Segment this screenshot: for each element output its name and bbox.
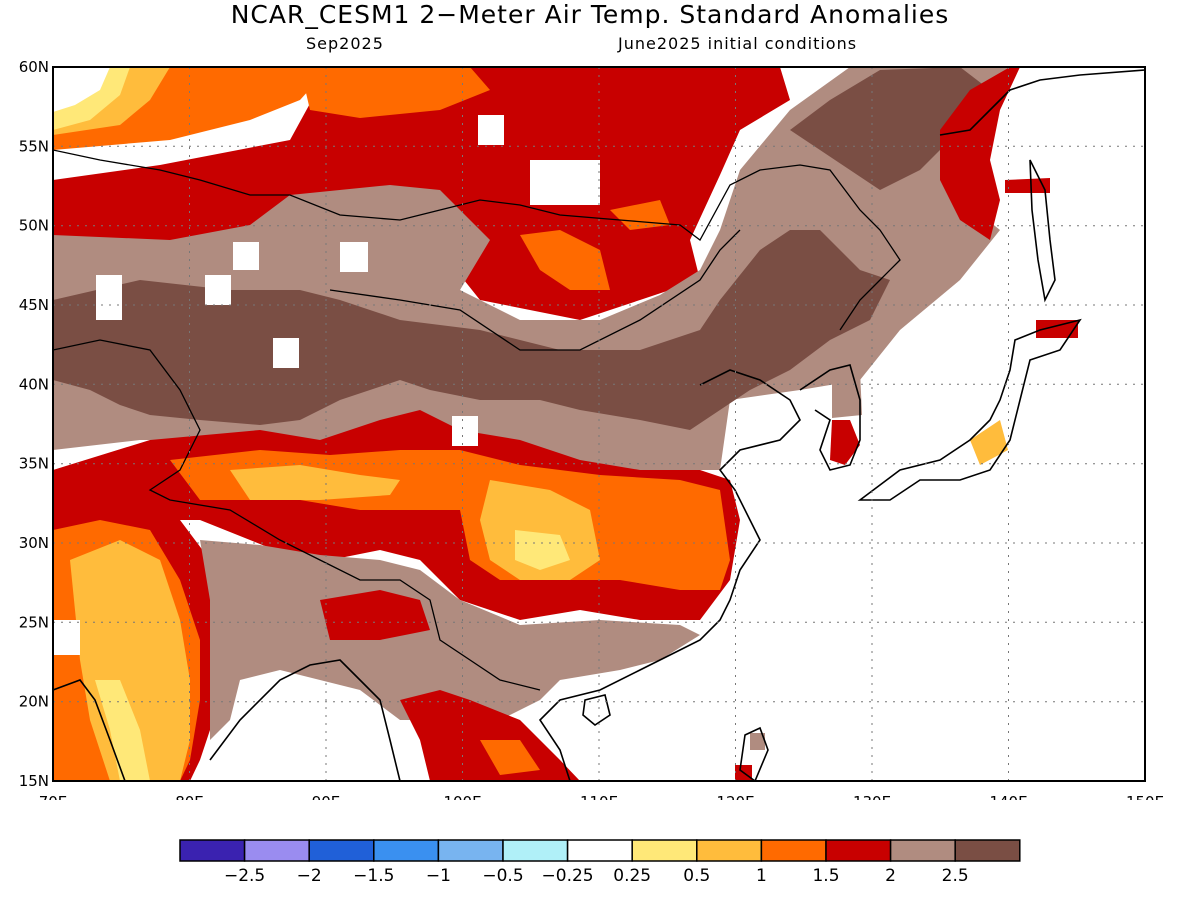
latitude-tick-label: 20N bbox=[19, 693, 49, 711]
anomaly-region-2-hokkaido bbox=[1036, 320, 1078, 338]
colorbar-label: 2 bbox=[885, 866, 896, 886]
colorbar-label: −1 bbox=[426, 866, 451, 886]
colorbar-swatch bbox=[954, 839, 1021, 862]
coastline-taiwan bbox=[739, 726, 769, 781]
longitude-tick-label: 140E bbox=[989, 793, 1027, 800]
coastline-japan bbox=[857, 318, 1082, 501]
anomaly-region-2-sakhalin bbox=[1005, 178, 1050, 193]
coastline-korea bbox=[799, 364, 861, 471]
latitude-tick-label: 50N bbox=[19, 217, 49, 235]
lake-mask bbox=[273, 338, 299, 368]
lake-mask bbox=[478, 115, 504, 145]
colorbar-swatch bbox=[437, 839, 504, 862]
colorbar-label: 1 bbox=[756, 866, 767, 886]
longitude-tick-label: 90E bbox=[312, 793, 341, 800]
colorbar-label: −1.5 bbox=[353, 866, 394, 886]
anomaly-region-2p5-taiwan bbox=[750, 733, 765, 750]
latitude-tick-label: 25N bbox=[19, 613, 49, 631]
longitude-tick-label: 150E bbox=[1126, 793, 1164, 800]
colorbar-label: 1.5 bbox=[812, 866, 839, 886]
longitude-tick-label: 70E bbox=[39, 793, 68, 800]
colorbar-swatch bbox=[502, 839, 569, 862]
latitude-tick-label: 15N bbox=[19, 772, 49, 790]
colorbar-swatch bbox=[308, 839, 375, 862]
anomaly-region-1-china bbox=[480, 480, 600, 580]
colorbar-label: −0.25 bbox=[542, 866, 594, 886]
colorbar-swatch bbox=[760, 839, 827, 862]
longitude-tick-label: 110E bbox=[580, 793, 618, 800]
colorbar-label: −2.5 bbox=[224, 866, 265, 886]
map-frame bbox=[52, 66, 1146, 782]
colorbar-label: −2 bbox=[297, 866, 322, 886]
longitude-tick-label: 100E bbox=[443, 793, 481, 800]
lake-mask bbox=[340, 242, 368, 272]
coastline-hainan bbox=[582, 694, 611, 726]
anomaly-region-1p5-mongolia bbox=[520, 230, 610, 290]
coastline bbox=[538, 369, 801, 781]
anomaly-region-gt2p5-central bbox=[53, 230, 890, 430]
colorbar-swatch bbox=[889, 839, 956, 862]
anomaly-region-2p5-south bbox=[200, 540, 700, 740]
country-border bbox=[53, 149, 901, 331]
anomaly-region-gt2p5-ne bbox=[790, 67, 990, 190]
colorbar-swatch bbox=[179, 839, 246, 862]
anomaly-region-1-japan bbox=[970, 420, 1008, 465]
graticule bbox=[53, 67, 1145, 781]
lake-baikal-mask bbox=[530, 160, 600, 205]
coastal-mask bbox=[53, 620, 80, 655]
colorbar-swatch bbox=[566, 839, 633, 862]
lake-mask bbox=[233, 242, 259, 270]
colorbar-swatch bbox=[373, 839, 440, 862]
coastline-okhotsk bbox=[939, 69, 1145, 136]
coastline-bay-of-bengal bbox=[209, 659, 401, 781]
latitude-tick-label: 35N bbox=[19, 455, 49, 473]
no-data-nw bbox=[53, 67, 110, 112]
longitude-tick-labels: 70E 80E 90E 100E 110E 120E 130E 140E 150E bbox=[39, 793, 1164, 800]
colorbar-swatch bbox=[696, 839, 763, 862]
colorbar-label: −0.5 bbox=[482, 866, 523, 886]
colorbar-label: 0.5 bbox=[683, 866, 710, 886]
latitude-tick-labels: 15N 20N 25N 30N 35N 40N 45N 50N 55N 60N bbox=[19, 58, 49, 790]
anomaly-region-0p5-india bbox=[95, 680, 150, 781]
latitude-tick-label: 60N bbox=[19, 58, 49, 76]
anomaly-region-1-india bbox=[70, 540, 190, 781]
anomaly-region-1p5-north bbox=[300, 67, 490, 118]
anomaly-region-1-south bbox=[230, 465, 400, 500]
colorbar-label: 0.25 bbox=[613, 866, 651, 886]
colorbar-swatch bbox=[243, 839, 310, 862]
coastline-india bbox=[53, 679, 126, 781]
longitude-tick-label: 130E bbox=[853, 793, 891, 800]
lake-balkhash-mask bbox=[96, 275, 122, 320]
forecast-month-label: Sep2025 bbox=[306, 34, 384, 53]
colorbar-swatch bbox=[631, 839, 698, 862]
anomaly-region-2-far-ne bbox=[940, 67, 1020, 240]
chart-title: NCAR_CESM1 2−Meter Air Temp. Standard An… bbox=[230, 0, 950, 29]
initial-conditions-label: June2025 initial conditions bbox=[618, 34, 858, 53]
latitude-tick-label: 40N bbox=[19, 375, 49, 393]
anomaly-region-2-korea bbox=[830, 420, 860, 465]
country-border bbox=[329, 229, 741, 351]
longitude-tick-label: 80E bbox=[175, 793, 204, 800]
anomaly-region-2-indochina bbox=[400, 690, 580, 781]
lake-qinghai-mask bbox=[452, 416, 478, 446]
longitude-tick-label: 120E bbox=[716, 793, 754, 800]
anomaly-region-1p5-indochina bbox=[480, 740, 540, 775]
latitude-tick-label: 55N bbox=[19, 137, 49, 155]
latitude-tick-label: 30N bbox=[19, 534, 49, 552]
anomaly-region-2-bangladesh bbox=[320, 590, 430, 640]
lake-mask bbox=[205, 275, 231, 305]
coastline-sakhalin bbox=[1029, 159, 1056, 303]
anomaly-region-0p5-china bbox=[515, 530, 570, 570]
colorbar-swatch bbox=[825, 839, 892, 862]
latitude-tick-label: 45N bbox=[19, 296, 49, 314]
anomaly-map: 70E 80E 90E 100E 110E 120E 130E 140E 150E 15N 20N… bbox=[19, 58, 1164, 800]
country-border bbox=[53, 339, 541, 691]
colorbar-label: 2.5 bbox=[942, 866, 969, 886]
